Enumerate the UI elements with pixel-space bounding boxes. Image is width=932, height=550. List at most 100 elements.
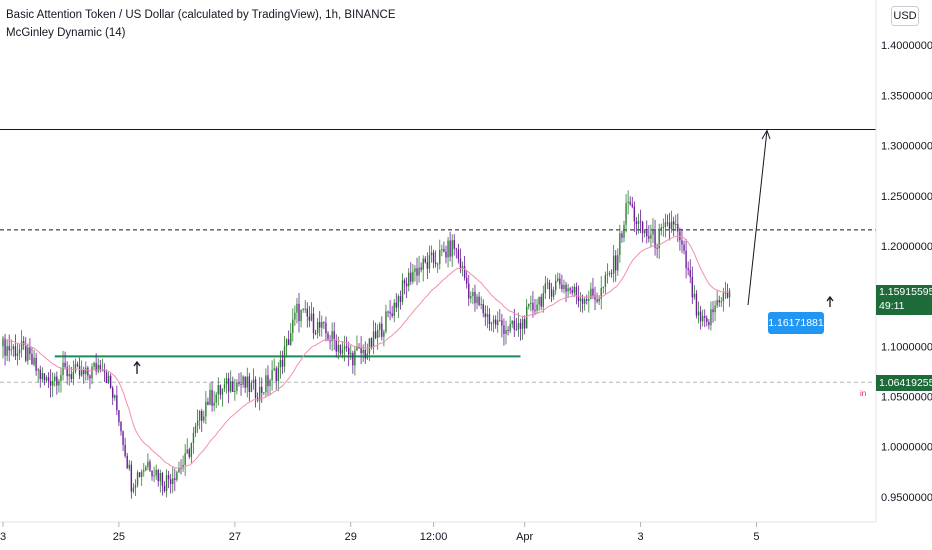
candle-body <box>292 319 294 334</box>
candle-body <box>227 378 230 392</box>
candle-body <box>33 357 35 365</box>
candle-body <box>644 230 646 234</box>
candle-body <box>478 296 480 305</box>
candle-body <box>323 322 325 324</box>
candle-body <box>186 449 188 454</box>
candle-body <box>401 280 404 302</box>
candle-body <box>47 377 50 382</box>
candle-body <box>410 272 412 282</box>
candle-body <box>455 248 458 250</box>
candle-body <box>6 346 8 356</box>
candle-body <box>337 344 340 352</box>
candle-body <box>571 290 573 293</box>
candle-body <box>91 366 93 379</box>
candle-body <box>12 346 15 350</box>
candle-body <box>49 381 52 386</box>
candle-body <box>685 250 687 269</box>
chart-title: Basic Attention Token / US Dollar (calcu… <box>6 9 396 21</box>
candle-body <box>155 469 157 476</box>
candle-body <box>89 375 91 379</box>
candle-body <box>116 395 118 411</box>
price-tick-label: 1.10000000 <box>881 341 932 353</box>
candle-body <box>432 252 435 263</box>
candle-body <box>4 337 6 356</box>
candle-body <box>331 331 333 341</box>
projection-arrowhead <box>761 129 771 140</box>
candle-body <box>18 349 21 354</box>
candle-body <box>439 250 441 264</box>
candle-body <box>517 322 520 330</box>
candle-body <box>132 487 135 492</box>
time-tick-label: Apr <box>516 531 533 543</box>
candle-body <box>608 272 611 274</box>
candle-body <box>64 362 66 367</box>
candle-body <box>99 364 101 371</box>
candle-body <box>364 349 366 359</box>
candle-body <box>244 376 246 388</box>
candle-body <box>343 346 346 350</box>
candle-body <box>316 322 319 334</box>
candle-body <box>619 233 621 256</box>
candle-body <box>418 267 420 276</box>
candle-body <box>604 274 607 287</box>
price-tick-label: 1.40000000 <box>881 40 932 52</box>
candle-body <box>51 380 54 386</box>
current-price-value: 1.15915595 <box>879 286 932 298</box>
candle-body <box>612 255 615 274</box>
candle-body <box>358 347 360 349</box>
candle-body <box>486 314 489 317</box>
candle-body <box>708 321 710 326</box>
candle-body <box>681 240 683 245</box>
currency-button[interactable]: USD <box>891 6 919 26</box>
candle-body <box>372 331 375 348</box>
indicator-legend[interactable]: McGinley Dynamic (14) <box>6 27 126 39</box>
candle-body <box>503 325 505 335</box>
price-callout[interactable]: 1.16171881 <box>768 312 824 334</box>
candle-body <box>58 381 60 386</box>
candle-body <box>54 376 56 381</box>
candle-body <box>184 453 186 465</box>
candle-body <box>211 389 213 406</box>
time-axis[interactable]: 3 25 27 29 12:00 Apr 3 5 <box>0 522 760 543</box>
candle-body <box>182 464 184 469</box>
candle-body <box>677 224 679 232</box>
candle-body <box>285 339 288 347</box>
candle-body <box>23 341 25 345</box>
candle-body <box>666 222 669 224</box>
candle-body <box>267 375 269 387</box>
candle-body <box>513 320 515 330</box>
candle-body <box>118 410 120 423</box>
candle-body <box>385 311 387 332</box>
candle-body <box>232 381 234 392</box>
time-tick-label: 27 <box>229 531 241 543</box>
candle-body <box>397 296 400 308</box>
up-arrowhead <box>133 360 141 367</box>
candle-body <box>579 298 582 302</box>
candle-body <box>25 344 27 361</box>
candle-body <box>389 311 391 314</box>
candle-body <box>610 272 613 274</box>
candle-body <box>294 312 296 320</box>
price-axis[interactable]: 1.40000000 1.35000000 1.30000000 1.25000000… <box>881 40 932 504</box>
candle-body <box>312 313 315 333</box>
indicator-marker: in <box>860 389 867 398</box>
candle-body <box>724 292 727 294</box>
candle-body <box>308 316 311 321</box>
candle-body <box>242 376 244 385</box>
candle-body <box>296 303 298 313</box>
candle-body <box>565 284 567 292</box>
candle-body <box>472 291 474 297</box>
candle-body <box>275 368 277 382</box>
candle-body <box>8 346 10 351</box>
candle-body <box>646 230 648 237</box>
annotation-arrows <box>133 129 834 374</box>
candle-body <box>627 201 629 203</box>
candle-body <box>379 323 381 330</box>
mcginley-dynamic-line <box>2 235 730 469</box>
candle-body <box>68 374 70 377</box>
candle-body <box>521 319 524 329</box>
candle-body <box>594 295 596 300</box>
candle-body <box>95 362 97 372</box>
candle-body <box>265 375 267 393</box>
